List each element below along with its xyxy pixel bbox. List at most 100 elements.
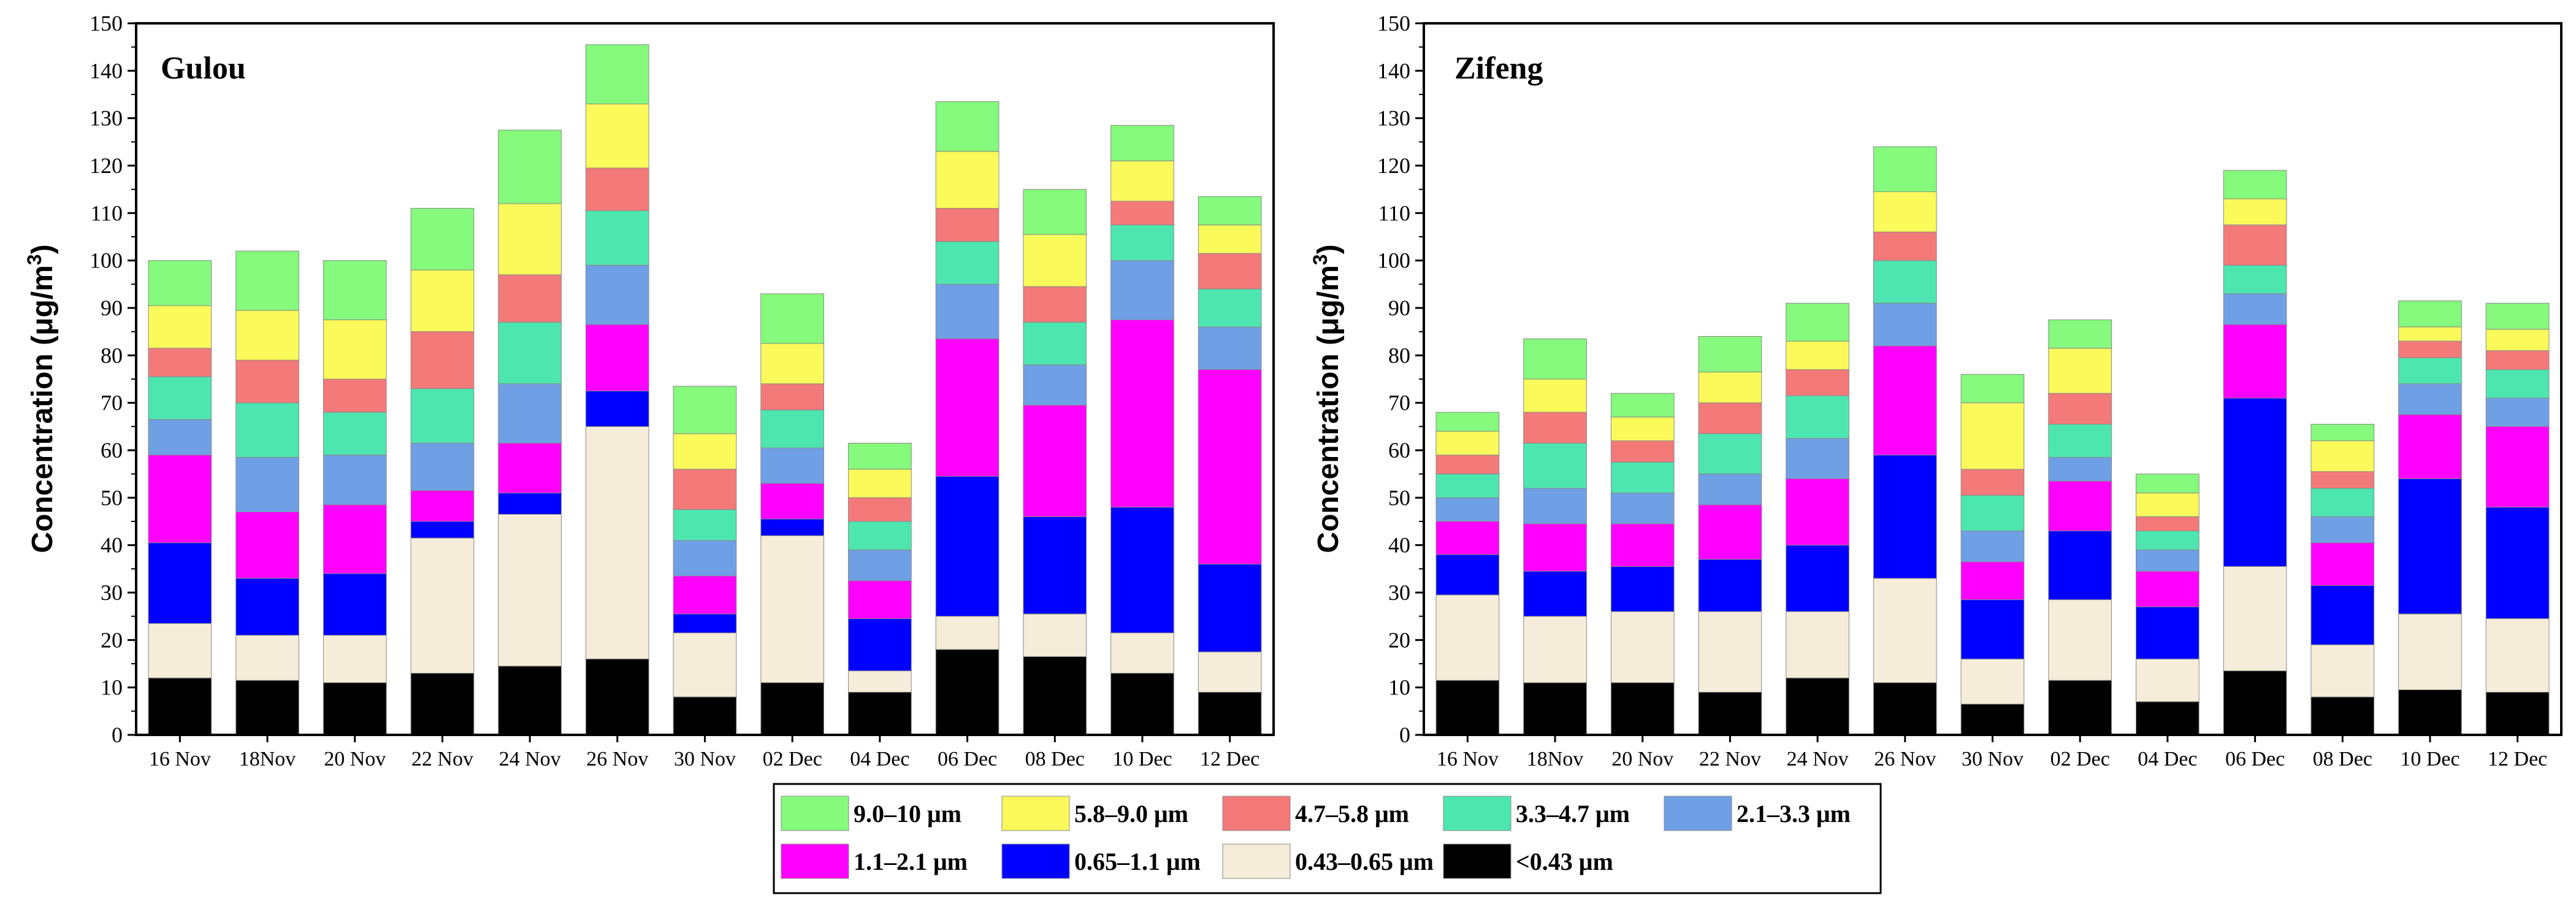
y-tick-label: 90 bbox=[101, 296, 123, 320]
bar-segment-0-43-0-65-m bbox=[2223, 566, 2287, 672]
legend-item-lt0-43-m: <0.43 μm bbox=[1443, 843, 1613, 879]
bar-stack-20-nov bbox=[1610, 393, 1675, 735]
bar-segment-lt0-43-m bbox=[2223, 670, 2287, 735]
y-tick-label: 40 bbox=[101, 533, 123, 558]
bar-segment-lt0-43-m bbox=[935, 649, 999, 735]
y-tick-label: 30 bbox=[101, 580, 123, 605]
bar-segment-1-1-2-1-m bbox=[2223, 324, 2287, 399]
bar-segment-1-1-2-1-m bbox=[1610, 523, 1675, 567]
x-tick-label: 22 Nov bbox=[411, 748, 473, 770]
bar-segment-9-0-10-m bbox=[1960, 374, 2025, 404]
x-tick-label: 12 Dec bbox=[1200, 748, 1259, 770]
bar-segment-0-43-0-65-m bbox=[585, 426, 649, 659]
bar-segment-1-1-2-1-m bbox=[323, 504, 387, 574]
bar-segment-4-7-5-8-m bbox=[935, 208, 999, 242]
bar-stack-06-dec bbox=[2223, 170, 2287, 735]
bar-stack-02-dec bbox=[2048, 319, 2112, 735]
bar-segment-3-3-4-7-m bbox=[1610, 461, 1675, 494]
x-tick-label: 08 Dec bbox=[2313, 748, 2372, 770]
y-tick-label: 20 bbox=[1388, 628, 1410, 652]
bar-segment-2-1-3-3-m bbox=[2398, 383, 2462, 415]
bar-segment-5-8-9-0-m bbox=[2485, 329, 2550, 351]
bar-segment-2-1-3-3-m bbox=[1873, 302, 1937, 347]
legend-swatch bbox=[1443, 843, 1512, 879]
bar-segment-3-3-4-7-m bbox=[2310, 488, 2375, 517]
y-tick-label: 80 bbox=[1388, 343, 1410, 367]
bar-segment-1-1-2-1-m bbox=[1873, 345, 1937, 456]
bar-segment-4-7-5-8-m bbox=[1023, 286, 1087, 323]
x-tick-label: 10 Dec bbox=[1112, 748, 1172, 770]
bar-segment-5-8-9-0-m bbox=[1960, 402, 2025, 470]
x-tick-label: 26 Nov bbox=[1874, 748, 1936, 770]
bar-segment-lt0-43-m bbox=[498, 666, 562, 735]
bar-segment-lt0-43-m bbox=[1610, 682, 1675, 735]
bar-segment-4-7-5-8-m bbox=[2310, 471, 2375, 489]
bar-segment-2-1-3-3-m bbox=[1610, 493, 1675, 524]
bar-segment-0-65-1-1-m bbox=[1960, 599, 2025, 659]
y-tick-label: 30 bbox=[1388, 580, 1410, 605]
bar-segment-2-1-3-3-m bbox=[1110, 260, 1174, 320]
bar-segment-0-43-0-65-m bbox=[1523, 616, 1587, 683]
bar-segment-0-43-0-65-m bbox=[2048, 599, 2112, 681]
bar-segment-3-3-4-7-m bbox=[2136, 531, 2200, 550]
y-tick-label: 70 bbox=[101, 391, 123, 415]
bar-stack-30-nov bbox=[673, 386, 737, 735]
bar-segment-0-65-1-1-m bbox=[148, 542, 212, 624]
x-tick-label: 06 Dec bbox=[938, 748, 997, 770]
bar-segment-1-1-2-1-m bbox=[2310, 542, 2375, 586]
bar-segment-2-1-3-3-m bbox=[148, 419, 212, 456]
bar-segment-3-3-4-7-m bbox=[2398, 357, 2462, 385]
bar-segment-0-43-0-65-m bbox=[1110, 632, 1174, 674]
plot-area: 16 Nov 18Nov 20 Nov 22 Nov 24 Nov 26 Nov 30 No… bbox=[1377, 11, 2563, 770]
x-tick-label: 16 Nov bbox=[1437, 748, 1499, 770]
bar-segment-9-0-10-m bbox=[1523, 338, 1587, 380]
x-tick-label: 04 Dec bbox=[2138, 748, 2197, 770]
bar-stack-16-nov bbox=[148, 260, 212, 735]
bar-segment-0-65-1-1-m bbox=[673, 613, 737, 634]
bar-segment-4-7-5-8-m bbox=[1523, 412, 1587, 444]
bar-segment-0-65-1-1-m bbox=[1873, 455, 1937, 579]
bar-segment-3-3-4-7-m bbox=[323, 412, 387, 456]
bar-stack-24-nov bbox=[498, 129, 562, 735]
bar-stack-04-dec bbox=[848, 442, 912, 735]
legend-label: 0.43–0.65 μm bbox=[1295, 848, 1434, 875]
bar-segment-5-8-9-0-m bbox=[1698, 371, 1762, 404]
bar-segment-9-0-10-m bbox=[673, 386, 737, 434]
bar-segment-lt0-43-m bbox=[1435, 680, 1500, 735]
bar-segment-9-0-10-m bbox=[410, 208, 475, 271]
bar-segment-9-0-10-m bbox=[2048, 319, 2112, 349]
bar-segment-2-1-3-3-m bbox=[410, 442, 475, 491]
bar-segment-5-8-9-0-m bbox=[1023, 234, 1087, 287]
bar-segment-0-65-1-1-m bbox=[2485, 507, 2550, 619]
bar-segment-4-7-5-8-m bbox=[1610, 440, 1675, 463]
bar-segment-5-8-9-0-m bbox=[848, 469, 912, 498]
x-tick-label: 04 Dec bbox=[850, 748, 909, 770]
legend-swatch bbox=[781, 796, 849, 831]
x-tick-label: 24 Nov bbox=[499, 748, 561, 770]
bar-segment-lt0-43-m bbox=[1786, 677, 1849, 735]
bar-segment-3-3-4-7-m bbox=[2223, 264, 2287, 294]
legend-item-5-8-9-0-m: 5.8–9.0 μm bbox=[1001, 796, 1188, 831]
bar-segment-2-1-3-3-m bbox=[848, 549, 912, 582]
bar-segment-lt0-43-m bbox=[2310, 696, 2375, 735]
bar-segment-9-0-10-m bbox=[1873, 146, 1937, 193]
bar-segment-5-8-9-0-m bbox=[148, 305, 212, 349]
bar-segment-9-0-10-m bbox=[2485, 302, 2550, 330]
y-tick-label: 130 bbox=[90, 106, 123, 131]
y-tick-label: 50 bbox=[101, 485, 123, 510]
x-tick-label: 24 Nov bbox=[1787, 748, 1849, 770]
bar-segment-1-1-2-1-m bbox=[2136, 570, 2200, 607]
bar-segment-2-1-3-3-m bbox=[760, 447, 825, 484]
bar-segment-0-43-0-65-m bbox=[498, 513, 562, 667]
bar-segment-0-43-0-65-m bbox=[1873, 578, 1937, 683]
bar-segment-lt0-43-m bbox=[1873, 682, 1937, 735]
x-tick-label: 20 Nov bbox=[324, 748, 386, 770]
bar-segment-9-0-10-m bbox=[1786, 302, 1849, 342]
bar-stack-16-nov bbox=[1435, 412, 1500, 735]
bar-segment-0-65-1-1-m bbox=[1023, 516, 1087, 615]
legend-item-0-43-0-65-m: 0.43–0.65 μm bbox=[1222, 843, 1434, 879]
bar-segment-5-8-9-0-m bbox=[2223, 198, 2287, 226]
bar-segment-lt0-43-m bbox=[760, 682, 825, 735]
bar-segment-2-1-3-3-m bbox=[1023, 364, 1087, 405]
